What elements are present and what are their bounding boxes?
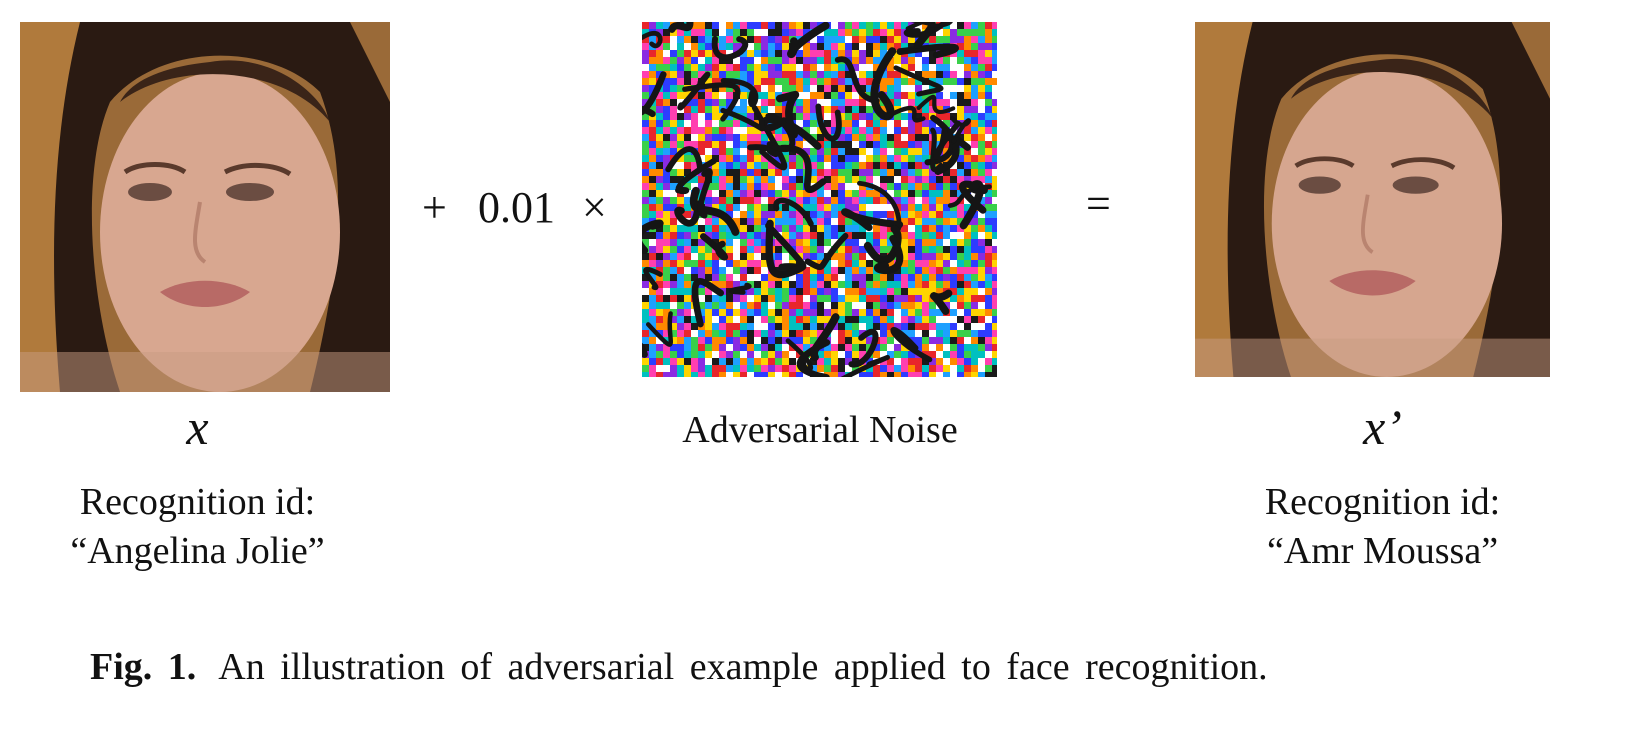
original-face-image <box>20 22 390 392</box>
figure-caption-text: An illustration of adversarial example a… <box>218 646 1268 688</box>
times-operator: × <box>582 183 607 232</box>
noise-scale-factor: 0.01 <box>478 183 555 232</box>
original-recognition-label: Recognition id: “Angelina Jolie” <box>0 478 395 577</box>
adversarial-recognition-label: Recognition id: “Amr Moussa” <box>1185 478 1580 577</box>
original-image-symbol: x <box>186 399 209 455</box>
original-recognition-heading: Recognition id: <box>79 481 316 523</box>
equals-operator: = <box>1086 179 1111 228</box>
plus-operator: + <box>422 183 447 232</box>
figure-number: Fig. 1. <box>90 646 197 688</box>
adversarial-recognition-id: “Amr Moussa” <box>1266 530 1499 573</box>
original-recognition-id: “Angelina Jolie” <box>70 530 325 573</box>
noise-label: Adversarial Noise <box>682 409 958 451</box>
adversarial-face-image <box>1195 22 1565 392</box>
adversarial-noise-image <box>642 22 1012 392</box>
adversarial-recognition-heading: Recognition id: <box>1264 481 1501 523</box>
adversarial-image-symbol: x’ <box>1363 399 1402 455</box>
figure-caption: Fig. 1. An illustration of adversarial ex… <box>90 648 1268 686</box>
